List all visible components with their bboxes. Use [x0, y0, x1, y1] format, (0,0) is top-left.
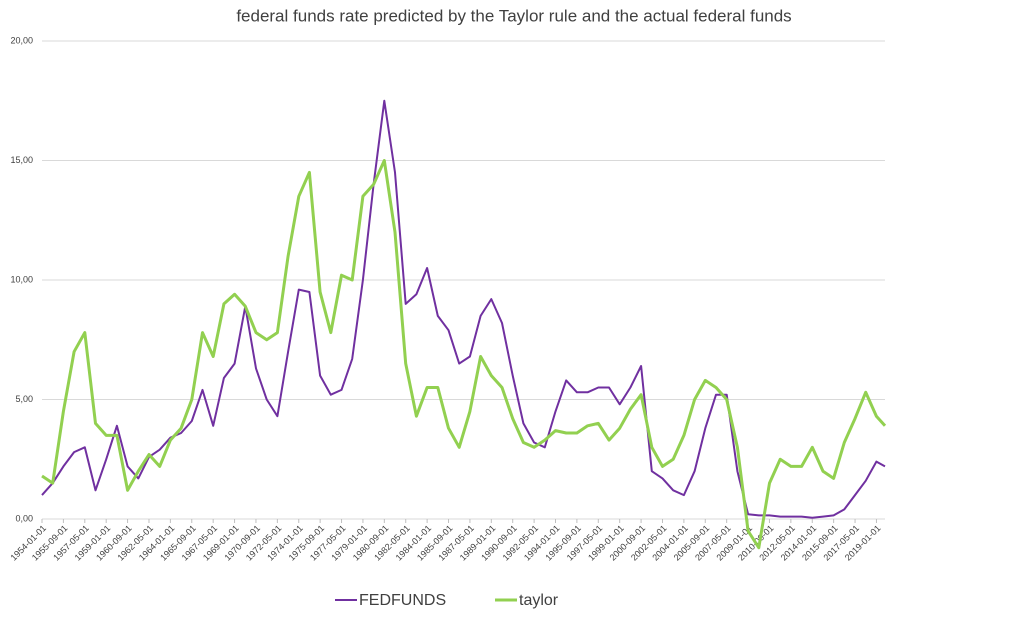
y-tick-label: 15,00 — [10, 155, 33, 165]
y-tick-label: 10,00 — [10, 274, 33, 284]
series-line — [41, 99, 886, 519]
y-tick-label: 0,00 — [15, 513, 33, 523]
series-line — [41, 159, 887, 550]
y-tick-label: 20,00 — [10, 35, 33, 45]
legend-label: taylor — [519, 592, 559, 609]
y-tick-label: 5,00 — [15, 394, 33, 404]
legend-label: FEDFUNDS — [359, 592, 446, 609]
chart-title: federal funds rate predicted by the Tayl… — [236, 6, 791, 25]
